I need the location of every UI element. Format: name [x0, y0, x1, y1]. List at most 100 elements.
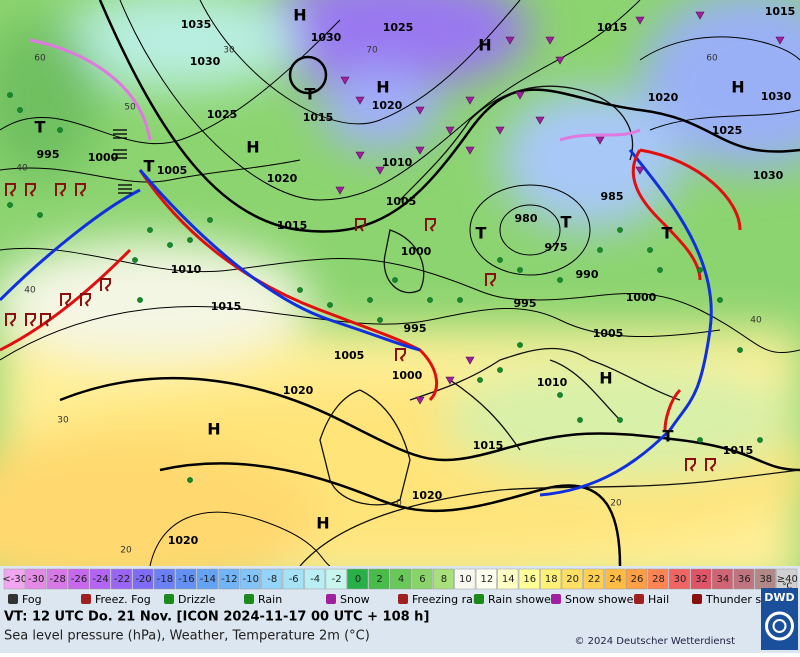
- isotherm-label: 50: [124, 103, 136, 113]
- temperature-swatch: [239, 568, 261, 590]
- temperature-label: -10: [243, 574, 259, 585]
- thunderstorm-symbol: [40, 313, 51, 327]
- snow-shower-symbol: [595, 136, 605, 145]
- low-pressure: T: [663, 427, 674, 446]
- temperature-swatch: [497, 568, 519, 590]
- pressure-label: 1030: [311, 31, 342, 44]
- rain-symbol: [427, 297, 433, 303]
- snow-shower-symbol: [535, 116, 545, 125]
- high-pressure: H: [293, 6, 306, 25]
- map-area: 1035 1030 1025 1015 1015 1030 1025 1000 995 1005 1…: [0, 0, 800, 566]
- isotherm-label: 70: [366, 46, 378, 56]
- thunderstorm-symbol: [705, 458, 716, 472]
- rain-symbol: [57, 127, 63, 133]
- map-labels: 1035 1030 1025 1015 1015 1030 1025 1000 995 1005 1…: [16, 5, 795, 556]
- thunderstorm-symbol: [395, 348, 406, 362]
- pressure-label: 1020: [412, 489, 443, 502]
- thunderstorm-symbol: [80, 293, 91, 307]
- temperature-swatch: [604, 568, 626, 590]
- snow-shower-symbol: [355, 96, 365, 105]
- snow-shower-symbol: [545, 36, 555, 45]
- isotherm-label: 40: [16, 164, 28, 174]
- temperature-swatch: [325, 568, 347, 590]
- snow-shower-symbol: [415, 106, 425, 115]
- temperature-swatch: [626, 568, 648, 590]
- temperature-label: 6: [419, 574, 425, 585]
- temperature-label: 22: [588, 574, 601, 585]
- low-pressure: T: [144, 157, 155, 176]
- rain-symbol: [187, 477, 193, 483]
- weather-icon: [244, 594, 254, 604]
- rain-symbol: [737, 347, 743, 353]
- temperature-swatch: [132, 568, 154, 590]
- pressure-label: 1015: [277, 219, 308, 232]
- pressure-label: 1020: [372, 99, 403, 112]
- isobars: [0, 0, 800, 566]
- copyright: © 2024 Deutscher Wetterdienst: [574, 636, 735, 647]
- temperature-swatch: [711, 568, 733, 590]
- rain-symbol: [297, 287, 303, 293]
- temperature-label: -16: [178, 574, 194, 585]
- temperature-swatch: [368, 568, 390, 590]
- thunderstorm-symbol: [425, 218, 436, 232]
- rain-symbol: [167, 242, 173, 248]
- pressure-label: 1000: [88, 151, 119, 164]
- temperature-swatch: [347, 568, 369, 590]
- pressure-label: 1020: [267, 172, 298, 185]
- temperature-swatch: [46, 568, 68, 590]
- pressure-label: 1015: [723, 444, 754, 457]
- pressure-label: 1035: [181, 18, 212, 31]
- temperature-label: -6: [289, 574, 299, 585]
- dwd-logo-text: DWD: [764, 591, 794, 604]
- rain-symbol: [147, 227, 153, 233]
- temperature-swatch: [561, 568, 583, 590]
- isotherm-label: 30: [223, 46, 235, 56]
- temperature-label: -22: [114, 574, 130, 585]
- rain-symbol: [517, 267, 523, 273]
- temperature-label: 24: [609, 574, 622, 585]
- pressure-label: 1020: [168, 534, 199, 547]
- high-pressure: H: [376, 78, 389, 97]
- temperature-swatch: [647, 568, 669, 590]
- thunderstorm-symbol: [100, 278, 111, 292]
- rain-symbol: [187, 237, 193, 243]
- temperature-swatch: [304, 568, 326, 590]
- high-pressure: H: [246, 138, 259, 157]
- pressure-label: 980: [515, 212, 538, 225]
- snow-shower-symbol: [555, 56, 565, 65]
- temperature-swatch: [540, 568, 562, 590]
- temperature-label: -4: [310, 574, 320, 585]
- pressure-label: 1030: [761, 90, 792, 103]
- valid-time: VT: 12 UTC Do. 21 Nov. [ICON 2024-11-17 …: [4, 610, 429, 625]
- temperature-label: 36: [738, 574, 751, 585]
- temperature-swatch: [3, 568, 25, 590]
- temperature-swatch: [411, 568, 433, 590]
- pressure-label: 1005: [334, 349, 365, 362]
- rain-symbol: [377, 317, 383, 323]
- weather-label: Rain: [258, 593, 282, 606]
- weather-icon: [634, 594, 644, 604]
- pressure-label: 1005: [157, 164, 188, 177]
- temperature-label: 4: [398, 574, 404, 585]
- rain-symbol: [477, 377, 483, 383]
- weather-icon: [474, 594, 484, 604]
- rain-symbol: [137, 297, 143, 303]
- weather-label: Drizzle: [178, 593, 216, 606]
- weather-label: Fog: [22, 593, 42, 606]
- weather-icon: [8, 594, 18, 604]
- temperature-swatch: [668, 568, 690, 590]
- temperature-label: 34: [717, 574, 730, 585]
- isotherm-label: 60: [34, 54, 46, 64]
- snow-shower-symbol: [515, 91, 525, 100]
- snow-shower-symbol: [335, 186, 345, 195]
- temperature-label: ≥40: [777, 574, 798, 585]
- temperature-swatch: [25, 568, 47, 590]
- pressure-label: 1015: [765, 5, 796, 18]
- temperature-label: 0: [355, 574, 361, 585]
- snow-shower-symbol: [695, 11, 705, 20]
- temperature-swatch: [390, 568, 411, 590]
- pressure-label: 1025: [712, 124, 743, 137]
- temperature-swatch: [518, 568, 540, 590]
- pressure-label: 1015: [473, 439, 504, 452]
